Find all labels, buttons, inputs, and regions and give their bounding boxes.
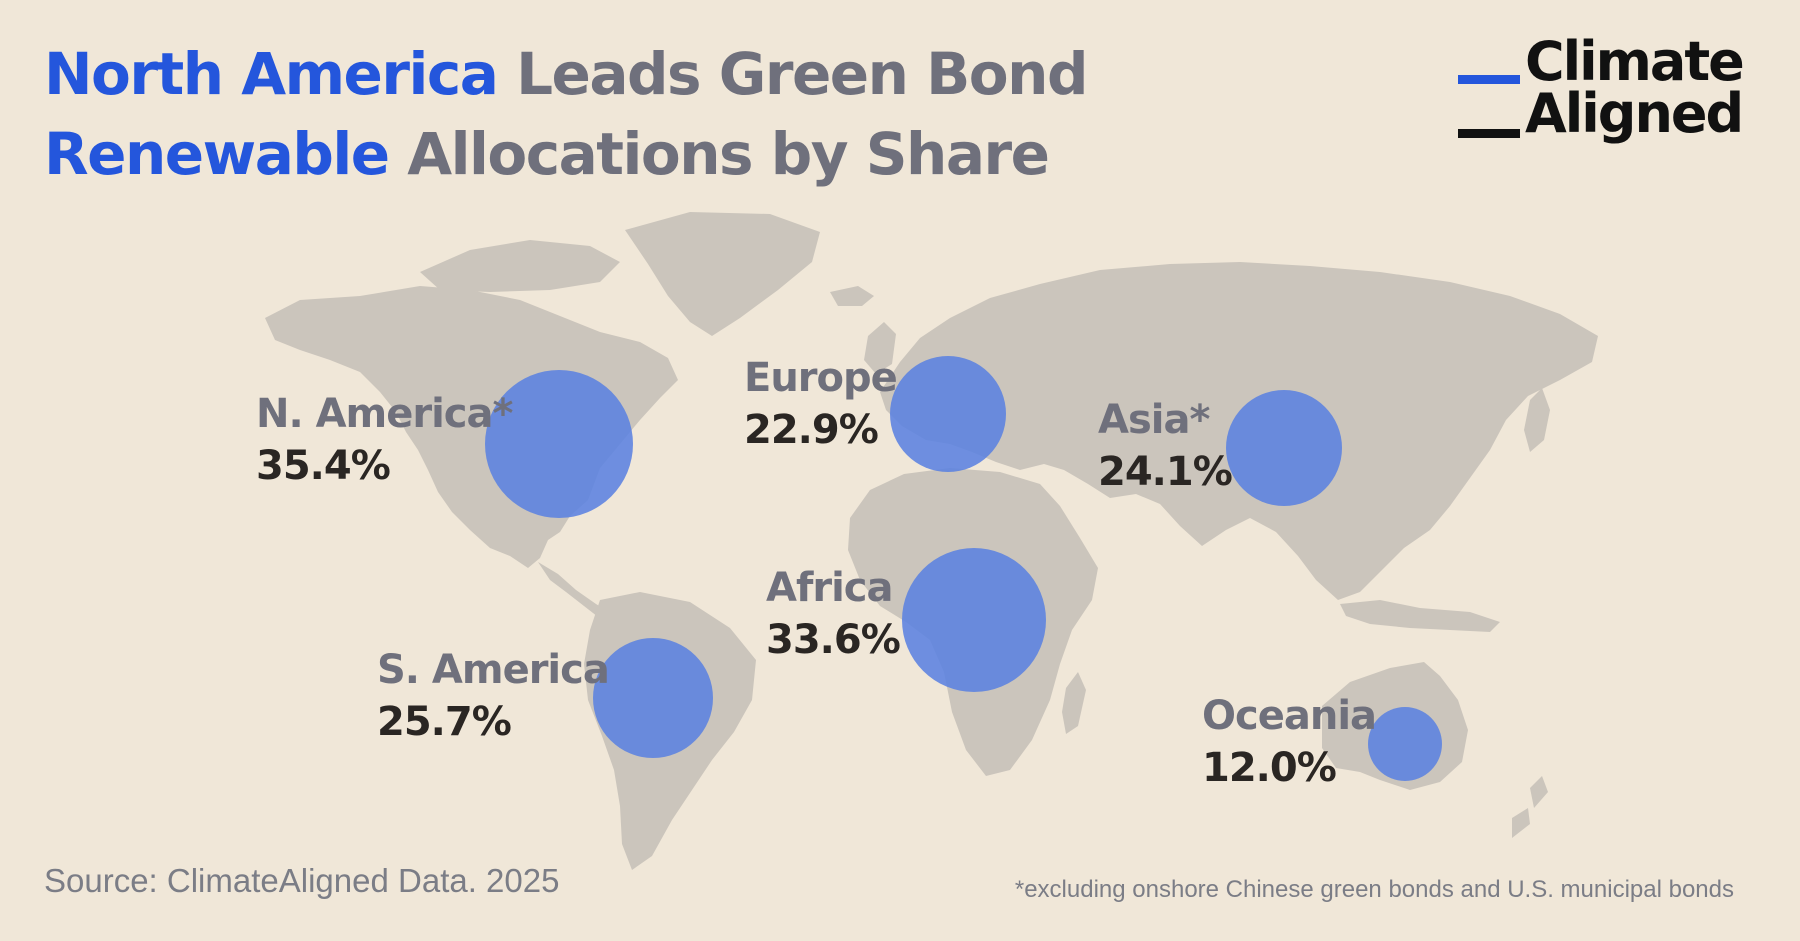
region-name: Asia* (1098, 397, 1210, 443)
bubble-europe (890, 356, 1006, 472)
region-label-africa: Africa 33.6% (766, 562, 901, 666)
bubble-south-america (593, 638, 713, 758)
landmass-madagascar (1062, 672, 1086, 734)
landmass-new-zealand (1530, 776, 1548, 808)
region-name: Europe (744, 355, 898, 401)
region-label-europe: Europe 22.9% (744, 352, 898, 456)
chart-title: North America Leads Green Bond Renewable… (44, 34, 1404, 194)
title-accent-north-america: North America (44, 40, 499, 108)
climate-aligned-logo: Climate Aligned (1458, 34, 1758, 154)
bubble-north-america (485, 370, 633, 518)
region-name: S. America (377, 647, 610, 693)
landmass-japan (1524, 388, 1550, 452)
region-value: 35.4% (256, 443, 391, 489)
source-note: Source: ClimateAligned Data. 2025 (44, 862, 560, 899)
landmass-british-isles (864, 322, 896, 374)
region-label-south-america: S. America 25.7% (377, 644, 610, 748)
region-label-north-america: N. America* 35.4% (256, 388, 513, 492)
region-value: 22.9% (744, 407, 879, 453)
region-value: 24.1% (1098, 449, 1233, 495)
logo-blue-bar (1458, 75, 1520, 84)
bubbles (485, 356, 1442, 781)
logo-black-bar (1458, 129, 1520, 138)
landmass-arctic-islands (420, 240, 620, 292)
region-label-asia: Asia* 24.1% (1098, 394, 1233, 498)
region-name: Oceania (1202, 693, 1377, 739)
landmass-new-zealand-south (1512, 808, 1530, 838)
footnote: *excluding onshore Chinese green bonds a… (1014, 876, 1734, 903)
landmass-greenland (625, 212, 820, 336)
title-text-2: Allocations by Share (388, 120, 1050, 188)
logo-word-climate: Climate (1525, 30, 1745, 93)
region-value: 12.0% (1202, 745, 1337, 791)
region-value: 33.6% (766, 617, 901, 663)
landmass-indonesia (1340, 600, 1500, 632)
region-name: Africa (766, 565, 893, 611)
logo-word-aligned: Aligned (1525, 82, 1744, 145)
title-accent-renewable: Renewable (44, 120, 390, 188)
region-value: 25.7% (377, 699, 512, 745)
landmass-iceland (830, 286, 874, 306)
title-text-1: Leads Green Bond (497, 40, 1088, 108)
region-name: N. America* (256, 391, 513, 437)
bubble-asia (1226, 390, 1342, 506)
bubble-africa (902, 548, 1046, 692)
bubble-oceania (1368, 707, 1442, 781)
region-label-oceania: Oceania 12.0% (1202, 690, 1377, 794)
